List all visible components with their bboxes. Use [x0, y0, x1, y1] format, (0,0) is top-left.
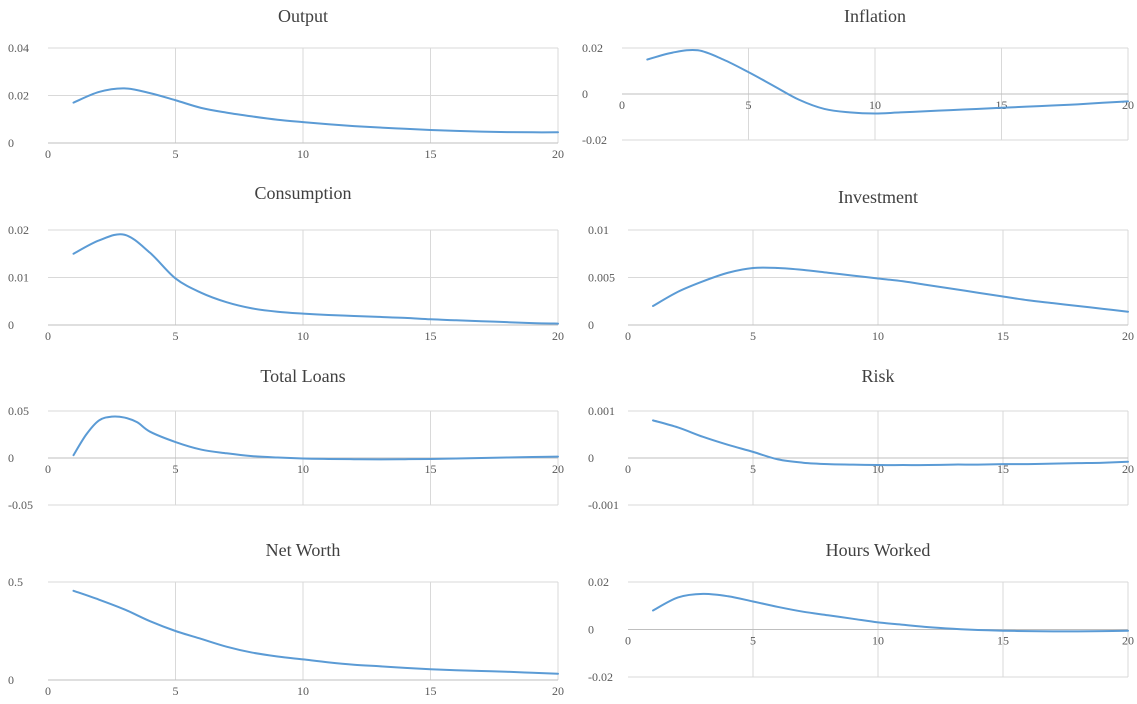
chart-panel-consumption: Consumption 0 0.01 0.02 0 5 10 15 20: [8, 183, 564, 343]
x-tick-label: 0: [45, 147, 51, 161]
chart-title: Inflation: [844, 6, 906, 26]
chart-title: Output: [278, 6, 328, 26]
series-line-hours-worked: [652, 592, 1129, 633]
y-tick-label: 0.01: [588, 223, 609, 237]
y-tick-label: 0.05: [8, 404, 29, 418]
y-tick-label: -0.02: [582, 133, 607, 147]
x-tick-label: 20: [552, 329, 564, 343]
y-tick-label: 0: [588, 623, 594, 637]
chart-panel-total-loans: Total Loans -0.05 0 0.05 0 5 10 15 20: [8, 366, 564, 512]
x-tick-label: 0: [619, 98, 625, 112]
y-tick-label: -0.001: [588, 498, 619, 512]
x-tick-label: 0: [45, 462, 51, 476]
x-tick-label: 5: [173, 329, 179, 343]
series-line-consumption: [72, 233, 559, 325]
x-tick-label: 0: [625, 329, 631, 343]
x-tick-label: 15: [425, 462, 437, 476]
chart-title: Investment: [838, 187, 918, 207]
y-tick-label: 0: [8, 136, 14, 150]
series-line-inflation: [646, 48, 1129, 115]
x-tick-label: 5: [173, 684, 179, 698]
x-tick-label: 15: [425, 329, 437, 343]
chart-title: Consumption: [254, 183, 351, 203]
y-tick-label: 0: [8, 673, 14, 687]
series-line-net-worth: [72, 589, 559, 675]
x-tick-label: 15: [997, 329, 1009, 343]
y-tick-label: 0.02: [582, 41, 603, 55]
y-tick-label: 0.005: [588, 271, 615, 285]
x-tick-label: 20: [1122, 634, 1134, 648]
y-tick-label: 0.5: [8, 575, 23, 589]
chart-title: Total Loans: [260, 366, 345, 386]
x-tick-label: 10: [297, 147, 309, 161]
x-tick-label: 15: [997, 462, 1009, 476]
y-tick-label: -0.02: [588, 670, 613, 684]
x-tick-label: 0: [45, 684, 51, 698]
x-tick-label: 15: [997, 634, 1009, 648]
x-tick-label: 20: [1122, 462, 1134, 476]
x-tick-label: 20: [552, 684, 564, 698]
x-tick-label: 5: [750, 634, 756, 648]
y-tick-label: 0: [588, 451, 594, 465]
series-line-investment: [652, 266, 1129, 313]
chart-panel-hours-worked: Hours Worked -0.02 0 0.02 0 5 10 15 20: [588, 540, 1134, 684]
series-line-total-loans: [72, 415, 559, 461]
x-tick-label: 10: [872, 329, 884, 343]
chart-title: Net Worth: [266, 540, 341, 560]
x-tick-label: 5: [750, 329, 756, 343]
x-tick-label: 20: [552, 147, 564, 161]
x-tick-label: 5: [750, 462, 756, 476]
chart-panel-net-worth: Net Worth 0 0.5 0 5 10 15 20: [8, 540, 564, 698]
x-tick-label: 20: [552, 462, 564, 476]
x-tick-label: 5: [746, 98, 752, 112]
y-tick-label: 0.02: [8, 89, 29, 103]
y-tick-label: 0: [8, 451, 14, 465]
y-tick-label: 0: [588, 318, 594, 332]
chart-panel-inflation: Inflation -0.02 0 0.02 0 5 10 15 20: [582, 6, 1134, 147]
x-tick-label: 0: [45, 329, 51, 343]
chart-title: Risk: [861, 366, 894, 386]
x-tick-label: 10: [297, 684, 309, 698]
x-tick-label: 20: [1122, 329, 1134, 343]
x-tick-label: 0: [625, 462, 631, 476]
series-line-output: [72, 87, 559, 134]
y-tick-label: 0: [582, 87, 588, 101]
x-tick-label: 10: [297, 329, 309, 343]
y-tick-label: 0.01: [8, 271, 29, 285]
x-tick-label: 20: [1122, 98, 1134, 112]
y-tick-label: 0.04: [8, 41, 29, 55]
x-tick-label: 15: [425, 147, 437, 161]
x-tick-label: 15: [996, 98, 1008, 112]
y-tick-label: 0.02: [588, 575, 609, 589]
x-tick-label: 10: [869, 98, 881, 112]
y-tick-label: 0: [8, 318, 14, 332]
y-tick-label: 0.001: [588, 404, 615, 418]
y-tick-label: -0.05: [8, 498, 33, 512]
x-tick-label: 5: [173, 462, 179, 476]
y-tick-label: 0.02: [8, 223, 29, 237]
series-line-risk: [652, 419, 1129, 467]
x-tick-label: 10: [297, 462, 309, 476]
chart-panel-output: Output 0 0.02 0.04 0 5 10 15 20: [8, 6, 564, 161]
x-tick-label: 15: [425, 684, 437, 698]
chart-title: Hours Worked: [826, 540, 931, 560]
x-tick-label: 0: [625, 634, 631, 648]
chart-panel-investment: Investment 0 0.005 0.01 0 5 10 15 20: [588, 187, 1134, 343]
x-tick-label: 10: [872, 634, 884, 648]
x-tick-label: 5: [173, 147, 179, 161]
